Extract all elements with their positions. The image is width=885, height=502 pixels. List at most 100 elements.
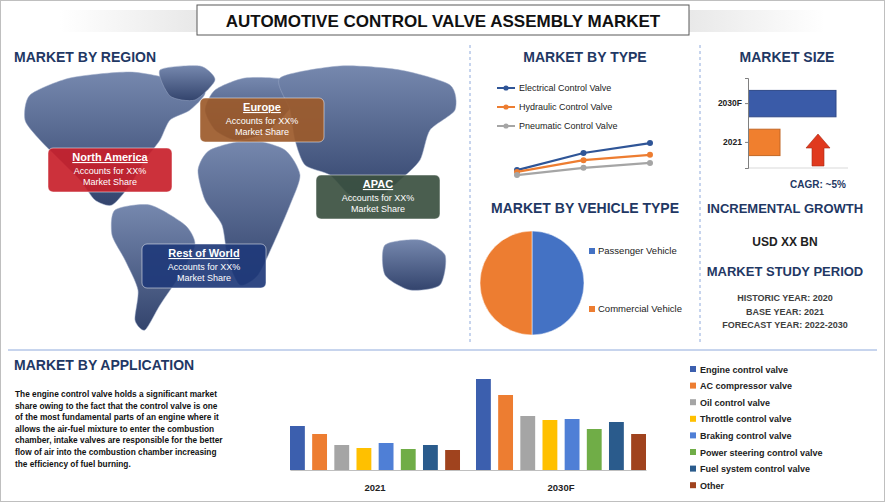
- region-share: Accounts for XX%: [226, 116, 299, 126]
- description: allows the air-fuel mixture to enter the…: [15, 424, 214, 434]
- marker: [581, 157, 587, 163]
- divider: [8, 350, 877, 351]
- region-share: Accounts for XX%: [74, 166, 147, 176]
- bar: [379, 443, 394, 470]
- bar: [542, 420, 557, 470]
- plot: [290, 379, 646, 470]
- bar: [748, 129, 780, 155]
- annotation: CAGR: ~5%: [790, 179, 846, 190]
- panel-title: MARKET BY APPLICATION: [14, 357, 194, 373]
- tick: 2021: [364, 482, 386, 493]
- banner: [197, 5, 689, 35]
- legend-swatch: [690, 432, 696, 438]
- legend-label: AC compressor valve: [700, 381, 792, 391]
- tick-mark: [745, 142, 748, 143]
- bar: [498, 395, 513, 470]
- vehicle-panel: MARKET BY VEHICLE TYPEPassenger VehicleC…: [480, 200, 682, 335]
- pie: [480, 231, 584, 335]
- legend-label: Engine control valve: [700, 365, 788, 375]
- region-share: Accounts for XX%: [168, 262, 241, 272]
- region-share: Market Share: [351, 204, 405, 214]
- region-panel: MARKET BY REGION North America Accounts fo…: [14, 49, 456, 330]
- marker: [647, 152, 653, 158]
- y-axis: 2030F 2021: [718, 79, 749, 169]
- summary-panel: INCREMENTAL GROWTHUSD XX BNMARKET STUDY …: [707, 201, 864, 330]
- region-share: Market Share: [177, 273, 231, 283]
- axis-line: [748, 168, 848, 169]
- bar: [565, 419, 580, 470]
- legend-marker: [503, 123, 508, 128]
- region-share: Market Share: [235, 127, 289, 137]
- title: AUTOMOTIVE CONTROL VALVE ASSEMBLY MARKET: [226, 12, 661, 31]
- banner-band: [60, 10, 825, 32]
- legend-label: Fuel system control valve: [700, 464, 810, 474]
- infographic: AUTOMOTIVE CONTROL VALVE ASSEMBLY MARKET…: [0, 0, 885, 502]
- bar: [476, 379, 491, 470]
- legend-swatch: [690, 399, 696, 405]
- tick: 2021: [723, 137, 748, 147]
- panel-title: MARKET BY REGION: [14, 49, 156, 65]
- panel-title: MARKET BY VEHICLE TYPE: [491, 200, 679, 216]
- panel-title: MARKET BY TYPE: [523, 49, 646, 65]
- tick-label: 2021: [723, 137, 742, 147]
- plot: [514, 140, 653, 178]
- bar: [609, 422, 624, 470]
- legend-label: Power steering control valve: [700, 448, 823, 458]
- divider: [470, 45, 471, 345]
- legend-swatch: [589, 248, 595, 254]
- region-box: Europe Accounts for XX%Market Share: [200, 98, 324, 142]
- bar: [520, 416, 535, 470]
- frame: [1, 1, 885, 502]
- legend-label: Throttle control valve: [700, 414, 792, 424]
- bar: [445, 450, 460, 470]
- legend-label: Electrical Control Valve: [519, 83, 611, 93]
- period: FORECAST YEAR: 2022-2030: [722, 320, 847, 330]
- marker: [647, 160, 653, 166]
- legend-label: Braking control valve: [700, 431, 792, 441]
- region-name: APAC: [363, 178, 393, 190]
- region-box-bg: [200, 98, 324, 142]
- description: chamber, intake valves are responsible f…: [15, 435, 223, 445]
- type-panel: MARKET BY TYPE Electrical Control Valve Hy…: [497, 49, 653, 178]
- canvas: AUTOMOTIVE CONTROL VALVE ASSEMBLY MARKET…: [0, 0, 885, 502]
- description: flow of air into the combustion chamber …: [15, 447, 216, 457]
- size-panel: MARKET SIZE 2030F 2021 CAGR: ~5%: [718, 49, 848, 190]
- tick-label: 2021: [364, 482, 386, 493]
- region-box-bg: [142, 244, 266, 288]
- legend-label: Pneumatic Control Valve: [519, 121, 617, 131]
- marker: [647, 140, 653, 146]
- legend-label: Commercial Vehicle: [598, 303, 682, 314]
- region-name: Rest of World: [168, 247, 239, 259]
- continent: [159, 66, 215, 101]
- region-name: Europe: [243, 101, 281, 113]
- marker: [581, 165, 587, 171]
- region-share: Accounts for XX%: [342, 193, 415, 203]
- panel-title: INCREMENTAL GROWTH: [707, 201, 863, 216]
- region-box: APAC Accounts for XX%Market Share: [316, 175, 440, 219]
- marker: [581, 150, 587, 156]
- legend-swatch: [589, 306, 595, 312]
- region-share: Market Share: [83, 177, 137, 187]
- bar: [423, 445, 438, 470]
- legend-swatch: [690, 383, 696, 389]
- description: The engine control valve holds a signifi…: [15, 389, 217, 399]
- bar: [356, 448, 371, 470]
- description: of the most fundamental parts of an engi…: [15, 412, 219, 422]
- tick-label: 2030F: [718, 98, 742, 108]
- period: HISTORIC YEAR: 2020: [737, 293, 833, 303]
- description: share owing to the fact that the control…: [15, 401, 218, 411]
- legend-label: Hydraulic Control Valve: [519, 102, 612, 112]
- legend-label: Other: [700, 481, 725, 491]
- panel-title: MARKET SIZE: [740, 49, 835, 65]
- x-axis: 2021 2030F: [291, 471, 647, 493]
- arrow: [806, 134, 830, 166]
- region-box-bg: [48, 148, 172, 192]
- continent: [382, 240, 445, 291]
- legend-swatch: [690, 366, 696, 372]
- axis-line: [745, 79, 749, 169]
- tick-label: 2030F: [548, 482, 575, 493]
- legend-swatch: [690, 466, 696, 472]
- region-name: North America: [72, 151, 148, 163]
- series-line: [517, 163, 650, 175]
- description: the efficiency of fuel burning.: [15, 459, 131, 469]
